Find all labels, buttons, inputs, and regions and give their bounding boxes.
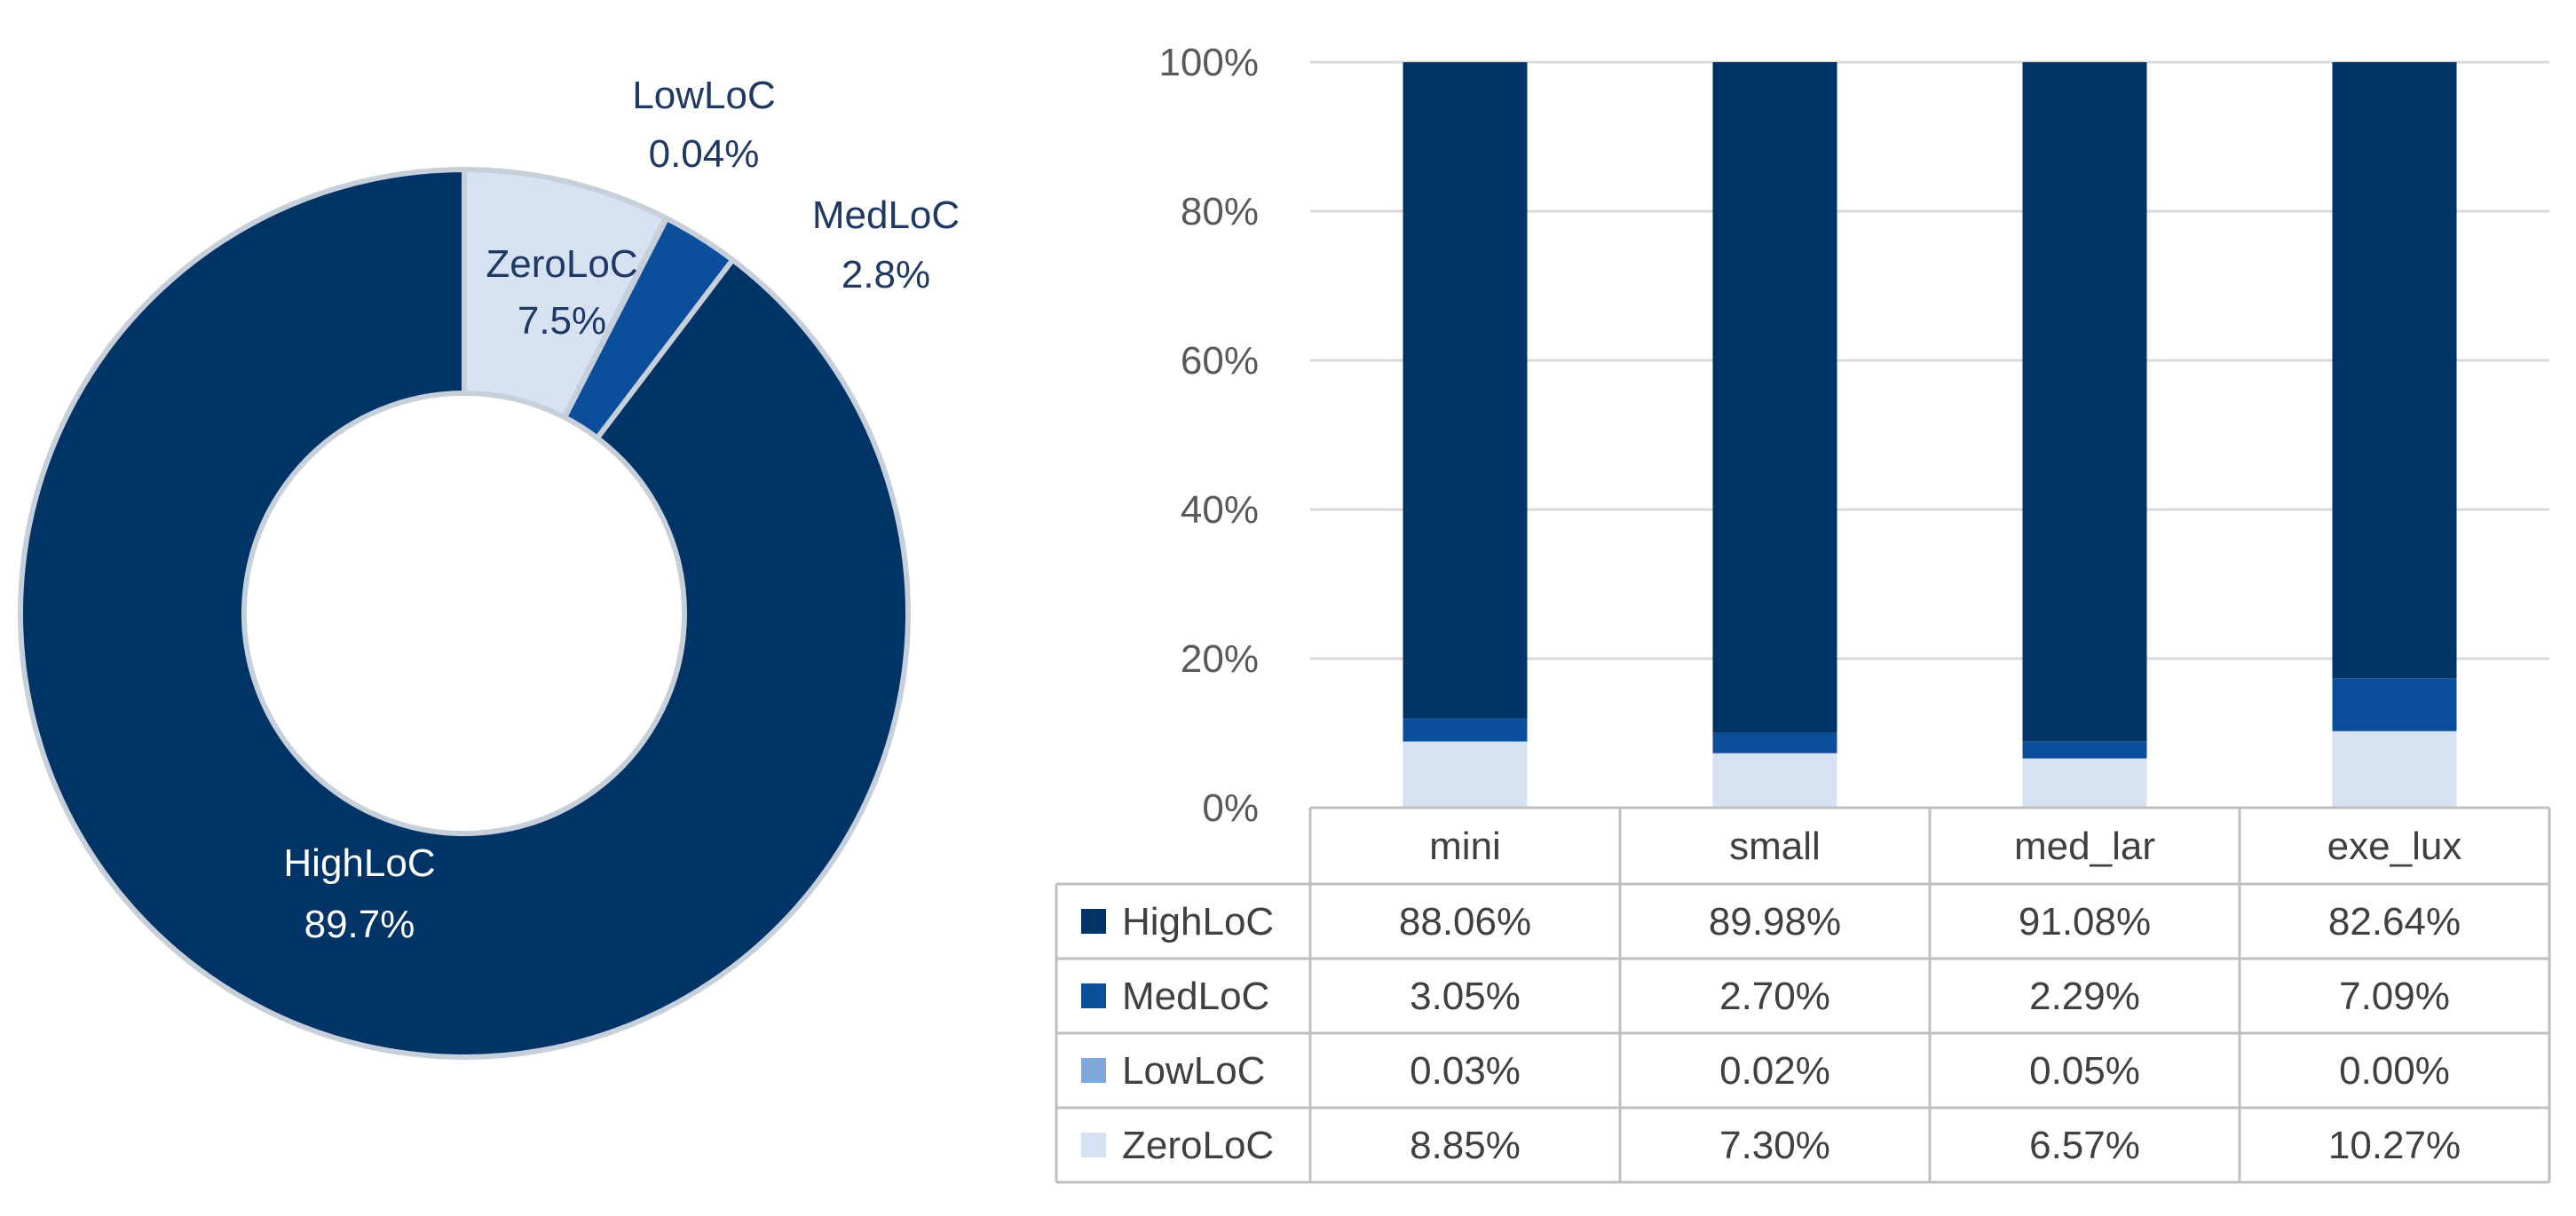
legend-key-zeroloc <box>1081 1133 1106 1157</box>
table-cell: 0.00% <box>2339 1049 2450 1093</box>
y-tick-label: 60% <box>1181 339 1259 383</box>
bar-segment-zeroloc-small <box>1712 753 1837 808</box>
bar-segment-highloc-exe_lux <box>2332 62 2457 679</box>
bar-segment-medloc-exe_lux <box>2332 678 2457 731</box>
table-cell: 0.03% <box>1410 1049 1521 1093</box>
table-cell: 2.70% <box>1719 975 1830 1018</box>
table-cell: 8.85% <box>1410 1124 1521 1167</box>
table-cell: 3.05% <box>1410 975 1521 1018</box>
y-tick-label: 20% <box>1181 637 1259 681</box>
table-row-header: LowLoC <box>1122 1049 1265 1093</box>
y-tick-label: 40% <box>1181 488 1259 532</box>
donut-label-zeroloc: ZeroLoC <box>486 242 637 286</box>
table-row-header: ZeroLoC <box>1122 1124 1274 1167</box>
bar-segment-medloc-small <box>1712 732 1837 754</box>
donut-chart: ZeroLoC 7.5% LowLoC 0.04% MedLoC 2.8% HighLoC 8… <box>18 74 960 1060</box>
table-cell: 91.08% <box>2019 900 2151 944</box>
donut-label-medloc: MedLoC <box>812 193 960 237</box>
legend-key-highloc <box>1081 909 1106 934</box>
table-cell: 82.64% <box>2328 900 2461 944</box>
donut-label-highloc: HighLoC <box>283 841 435 885</box>
table-cell: 10.27% <box>2328 1124 2461 1167</box>
legend-key-lowloc <box>1081 1058 1106 1083</box>
donut-value-medloc: 2.8% <box>842 253 930 296</box>
donut-value-zeroloc: 7.5% <box>518 299 606 343</box>
bar-segment-zeroloc-mini <box>1403 741 1528 808</box>
donut-value-lowloc: 0.04% <box>649 132 760 176</box>
x-category-label: exe_lux <box>2327 825 2462 868</box>
x-category-label: mini <box>1429 825 1501 868</box>
data-table: mini small med_lar exe_lux HighLoC 88.06% 89.9… <box>1055 806 2551 1184</box>
bar-segment-medloc-med_lar <box>2022 741 2147 759</box>
donut-slice-highloc <box>18 166 911 1060</box>
bar-segment-highloc-small <box>1712 62 1837 733</box>
stacked-bar-chart: 0% 20% 40% 60% 80% 100% mini small med_lar exe_l… <box>1055 41 2551 1184</box>
y-tick-label: 0% <box>1202 786 1259 830</box>
legend-key-medloc <box>1081 983 1106 1008</box>
bar-segment-zeroloc-med_lar <box>2022 758 2147 808</box>
y-tick-label: 100% <box>1158 41 1259 84</box>
bar-segments <box>1403 62 2457 808</box>
table-cell: 0.02% <box>1719 1049 1830 1093</box>
table-row-header: MedLoC <box>1122 975 1269 1018</box>
bar-segment-medloc-mini <box>1403 718 1528 742</box>
bar-segment-zeroloc-exe_lux <box>2332 730 2457 808</box>
x-category-label: med_lar <box>2014 825 2155 868</box>
y-tick-label: 80% <box>1181 190 1259 233</box>
table-cell: 88.06% <box>1399 900 1531 944</box>
bar-segment-highloc-mini <box>1403 62 1528 719</box>
x-category-label: small <box>1729 825 1821 868</box>
table-cell: 7.09% <box>2339 975 2450 1018</box>
table-row-header: HighLoC <box>1122 900 1274 944</box>
y-axis-ticks: 0% 20% 40% 60% 80% 100% <box>1158 41 1259 830</box>
table-cell: 89.98% <box>1709 900 1841 944</box>
donut-value-highloc: 89.7% <box>304 903 415 946</box>
table-cell: 6.57% <box>2029 1124 2140 1167</box>
bar-segment-highloc-med_lar <box>2022 62 2147 742</box>
donut-label-lowloc: LowLoC <box>632 74 775 117</box>
table-cell: 7.30% <box>1719 1124 1830 1167</box>
table-cell: 2.29% <box>2029 975 2140 1018</box>
table-cell: 0.05% <box>2029 1049 2140 1093</box>
